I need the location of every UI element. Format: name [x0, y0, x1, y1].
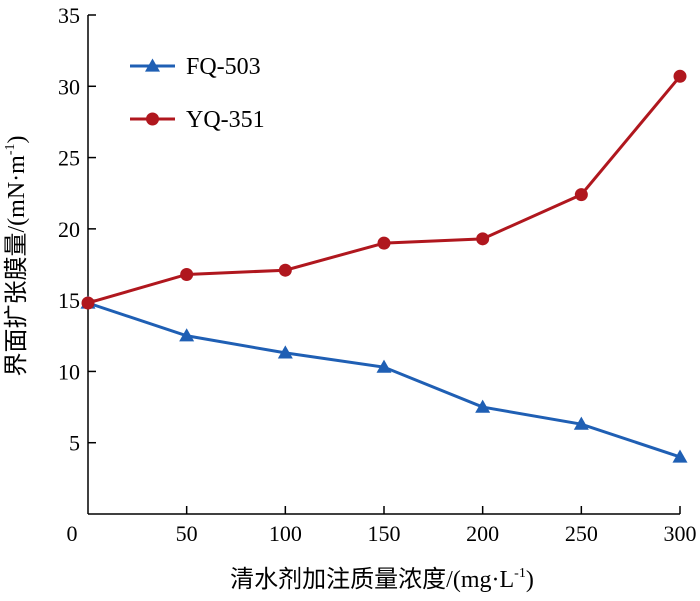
- x-tick-label: 50: [176, 521, 198, 546]
- legend-swatch-marker: [145, 58, 160, 72]
- x-tick-label: 300: [664, 521, 697, 546]
- y-tick-label: 30: [58, 74, 80, 99]
- data-point: [673, 69, 687, 83]
- y-tick-label: 35: [58, 3, 80, 28]
- data-point: [278, 263, 292, 277]
- legend: FQ-503 YQ-351: [130, 54, 265, 133]
- x-tick-label: 200: [466, 521, 499, 546]
- series-yq-351: [81, 69, 687, 310]
- data-point: [672, 449, 688, 463]
- data-point: [81, 296, 95, 310]
- legend-label: FQ-503: [186, 54, 261, 80]
- x-tick-label: 250: [565, 521, 598, 546]
- x-tick-label: 150: [368, 521, 401, 546]
- data-point: [180, 267, 194, 281]
- data-point: [476, 232, 490, 246]
- legend-label: YQ-351: [186, 107, 265, 133]
- data-point: [179, 328, 195, 342]
- y-tick-label: 20: [58, 217, 80, 242]
- series-line: [87, 301, 681, 459]
- series-fq-503: [80, 295, 688, 463]
- x-tick-label: 100: [269, 521, 302, 546]
- axes: 50 100 150 200 250 300 0 5 10 15 20 25 30 35: [58, 3, 697, 546]
- legend-swatch-marker: [146, 112, 159, 126]
- data-point: [573, 416, 589, 430]
- series-line: [87, 75, 682, 305]
- x-axis-title: 清水剂加注质量浓度/(mg·L-1): [230, 566, 534, 593]
- data-point: [574, 188, 588, 202]
- origin-tick-label: 0: [67, 521, 78, 546]
- legend-entry: FQ-503: [130, 54, 261, 80]
- y-tick-label: 15: [58, 288, 80, 313]
- y-axis-title: 界面扩张膜量/(mN·m-1): [3, 136, 30, 377]
- data-point: [377, 236, 391, 250]
- y-tick-label: 25: [58, 146, 80, 171]
- data-point: [277, 345, 293, 359]
- y-tick-label: 10: [58, 359, 80, 384]
- legend-entry: YQ-351: [130, 107, 265, 133]
- series-layer: [80, 69, 688, 463]
- y-tick-label: 5: [69, 431, 80, 456]
- data-point: [376, 359, 392, 373]
- data-point: [475, 399, 491, 413]
